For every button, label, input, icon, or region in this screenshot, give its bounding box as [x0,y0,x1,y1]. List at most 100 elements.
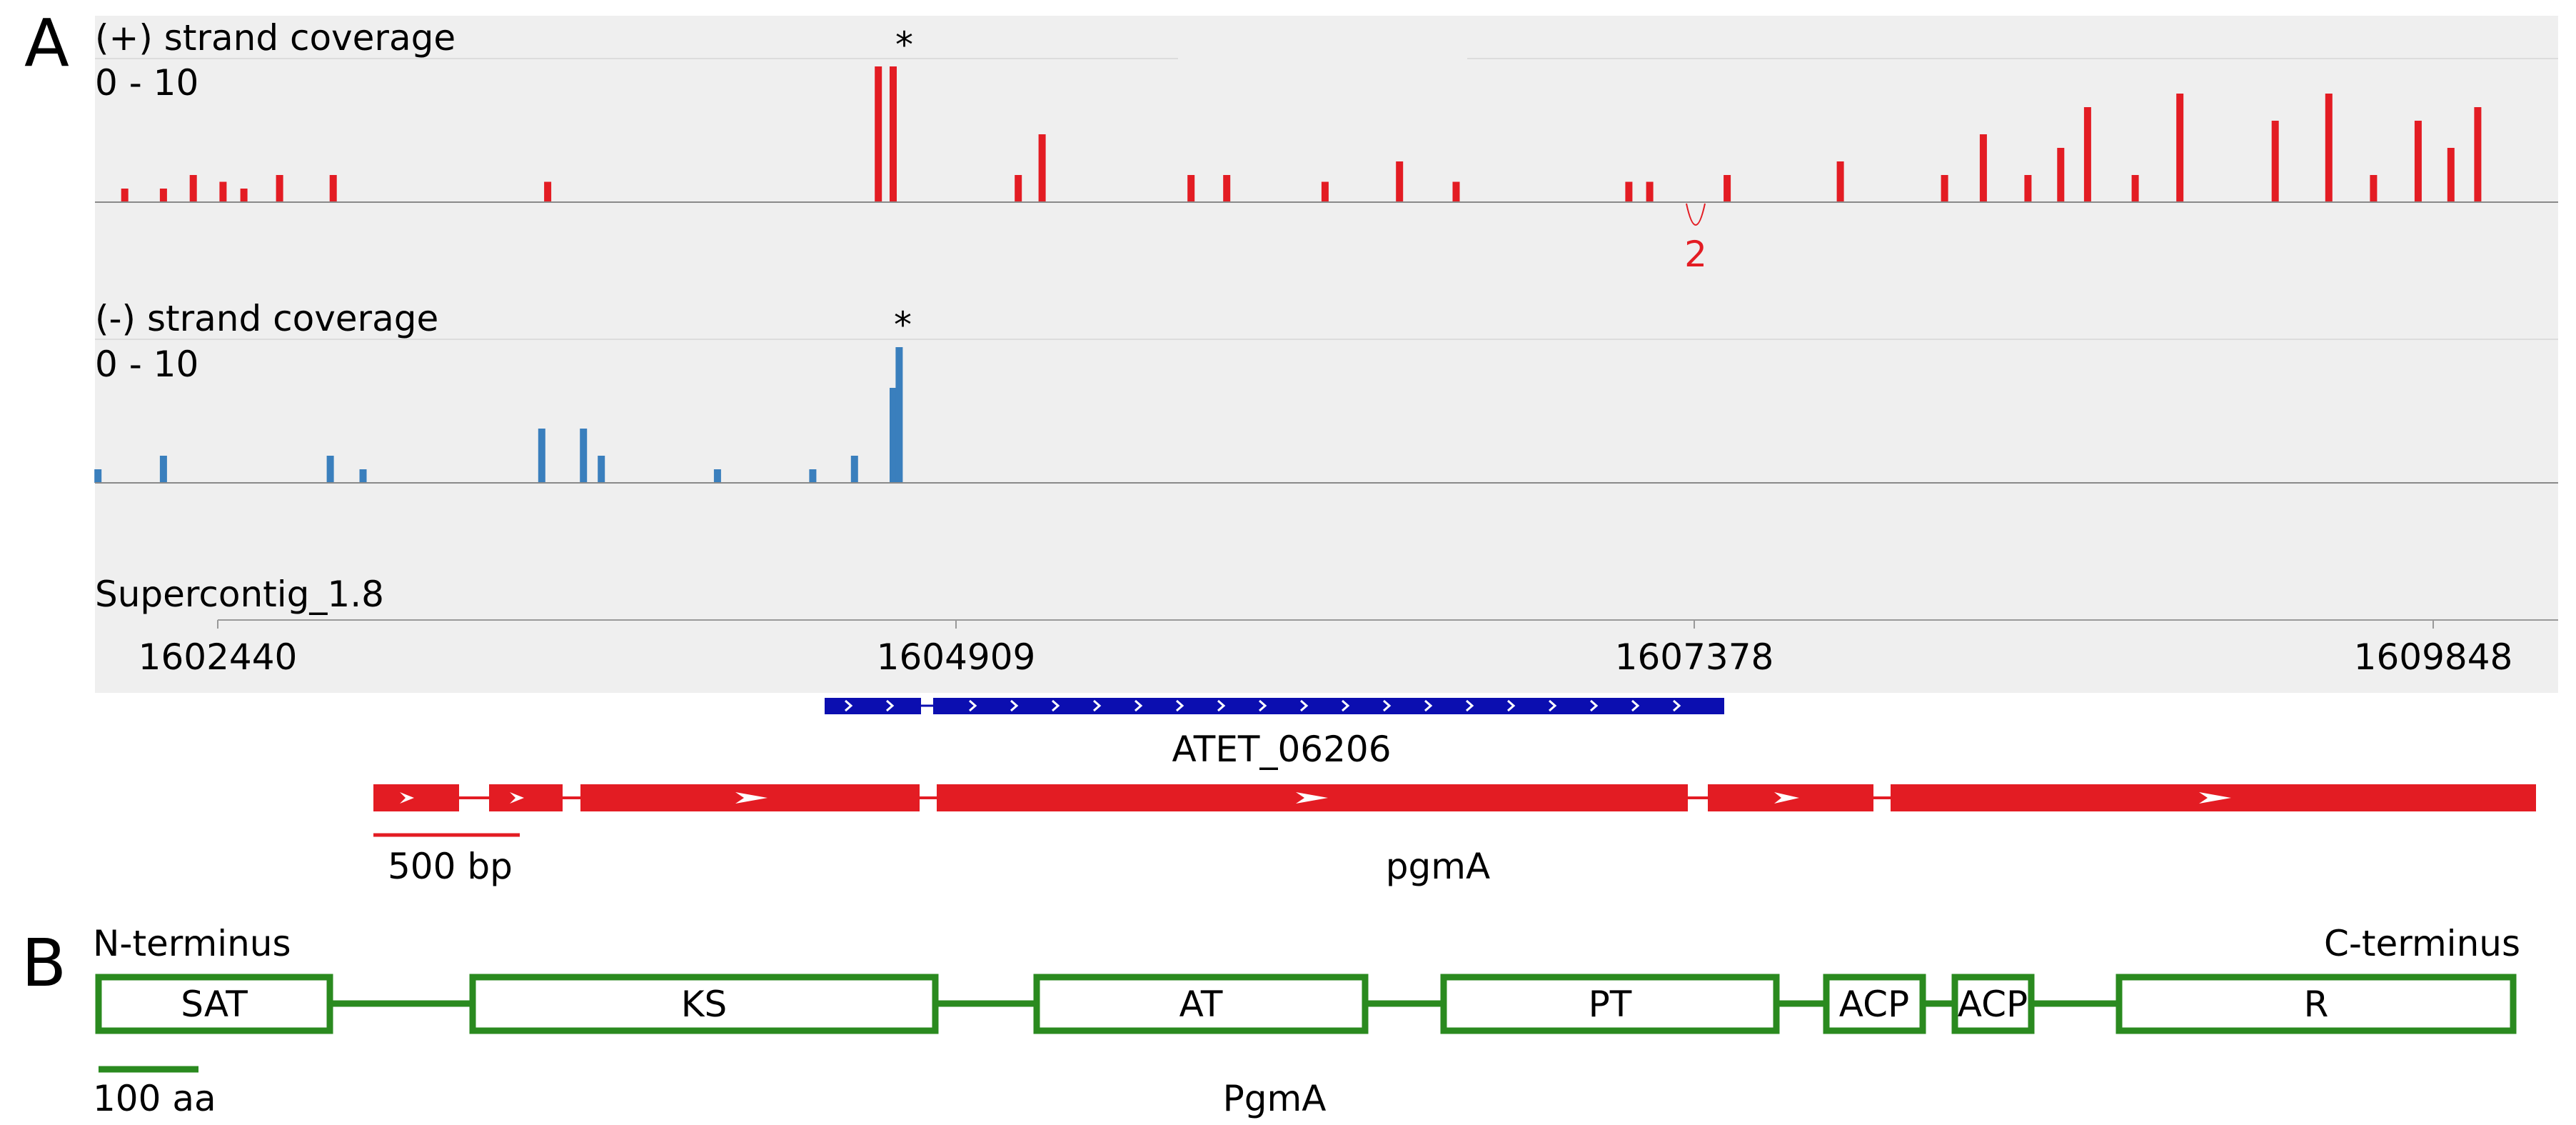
pgma-scale-bar-label: 500 bp [388,846,513,887]
plus-coverage-bar [1321,181,1329,202]
minus-coverage-bar [890,388,897,483]
domain-sat [95,974,333,1034]
plus-coverage-bar [2057,148,2065,202]
plus-track-asterisk: * [895,24,913,66]
pgma-strand-arrow [735,792,768,804]
plus-coverage-bar [2474,107,2482,202]
plus-coverage-bar [1452,181,1460,202]
minus-coverage-bar [598,456,605,483]
plus-coverage-bar [329,175,337,202]
plus-coverage-bars [121,66,2482,202]
minus-coverage-bar [538,429,545,483]
plus-coverage-bar [1979,134,1987,202]
domain-sat-label: SAT [181,984,248,1025]
minus-coverage-bar [850,456,858,483]
plus-coverage-bar [1941,175,1948,202]
atet-chevron-icon [1010,699,1019,712]
atet-chevron-icon [1631,699,1640,712]
plus-coverage-bar [2370,175,2378,202]
atet-chevron-icon [1673,699,1681,712]
plus-coverage-bar [159,189,167,202]
plus-coverage-bar [1396,161,1404,202]
minus-track-range: 0 - 10 [95,344,198,385]
plus-coverage-bar [2447,148,2455,202]
pgma-strand-arrow [2199,792,2231,804]
atet-chevron-icon [1424,699,1433,712]
pgma-strand-arrow [510,792,524,804]
minus-track-label: (-) strand coverage [95,298,438,339]
plus-coverage-bar [1646,181,1654,202]
plus-coverage-bar [1187,175,1195,202]
plus-coverage-bar [2414,121,2422,202]
atet-chevron-icon [1176,699,1184,712]
minus-coverage-bar [713,469,721,483]
domain-at-label: AT [1179,984,1223,1025]
domain-acp-1 [1823,974,1926,1034]
minus-strand-track: (-) strand coverage 0 - 10 * [94,298,2558,484]
plus-coverage-bar [1015,175,1022,202]
atet-chevron-icon [886,699,895,712]
track-background [95,16,2558,693]
pgma-exon [489,784,563,811]
plus-track-range: 0 - 10 [95,62,198,104]
splice-junction-arc [1686,203,1706,226]
plus-coverage-bar [544,181,552,202]
pgma-gene-model: 500 bp pgmA [373,784,2536,887]
atet-chevron-icon [1507,699,1516,712]
plus-coverage-bar [121,189,129,202]
atet-chevron-icon [1093,699,1102,712]
contig-label: Supercontig_1.8 [95,574,384,615]
minus-coverage-bar [326,456,334,483]
atet-chevron-icon [1134,699,1143,712]
n-terminus-label: N-terminus [93,923,291,964]
atet-chevron-icon [845,699,853,712]
plus-coverage-bar [2131,175,2139,202]
protein-scale-bar-label: 100 aa [93,1078,216,1119]
domain-acp-2-label: ACP [1958,984,2028,1025]
plus-coverage-bar [276,175,283,202]
pgma-gene-name: pgmA [1386,846,1490,887]
minus-track-asterisk: * [894,304,912,346]
panel-b-letter: B [21,925,66,1001]
plus-coverage-bar [1223,175,1231,202]
domain-acp-1-label: ACP [1839,984,1909,1025]
contig-ruler: Supercontig_1.8 1602440 1604909 1607378 … [95,574,2558,678]
atet-chevron-icon [969,699,977,712]
minus-coverage-bar [94,469,102,483]
pgma-strand-arrow [400,792,414,804]
plus-coverage-bar [890,66,897,202]
atet-chevron-icon [1052,699,1060,712]
minus-coverage-bars [94,347,903,483]
minus-coverage-bar [359,469,367,483]
domain-ks-label: KS [681,984,728,1025]
pgma-strand-arrow [1296,792,1328,804]
minus-coverage-bar [580,429,588,483]
plus-coverage-bar [1724,175,1731,202]
atet-chevron-icon [1466,699,1474,712]
domain-r [2115,974,2517,1034]
splice-junction-count: 2 [1684,234,1707,275]
pgma-domain-architecture: SAT KS AT PT ACP ACP R [95,974,2517,1034]
domain-r-label: R [2304,984,2329,1025]
atet-chevron-icon [1549,699,1557,712]
plus-coverage-bar [2325,94,2333,202]
pgma-exon [373,784,459,811]
c-terminus-label: C-terminus [2324,923,2520,964]
domain-acp-2 [1951,974,2035,1034]
plus-coverage-bar [1836,161,1844,202]
atet-chevron-icon [1259,699,1267,712]
atet-chevron-icon [1590,699,1599,712]
ruler-tick-label: 1604909 [877,636,1036,678]
atet-chevron-icon [1342,699,1350,712]
atet-gene-name: ATET_06206 [1172,729,1391,770]
plus-track-label: (+) strand coverage [95,17,456,59]
atet-chevron-icon [1217,699,1226,712]
plus-coverage-bar [1038,134,1046,202]
plus-coverage-bar [1625,181,1633,202]
minus-coverage-bar [895,347,903,483]
plus-coverage-bar [219,181,227,202]
plus-coverage-bar [240,189,248,202]
plus-coverage-bar [189,175,197,202]
domain-at [1033,974,1369,1034]
plus-strand-track: (+) strand coverage 0 - 10 * 2 [95,17,2558,275]
